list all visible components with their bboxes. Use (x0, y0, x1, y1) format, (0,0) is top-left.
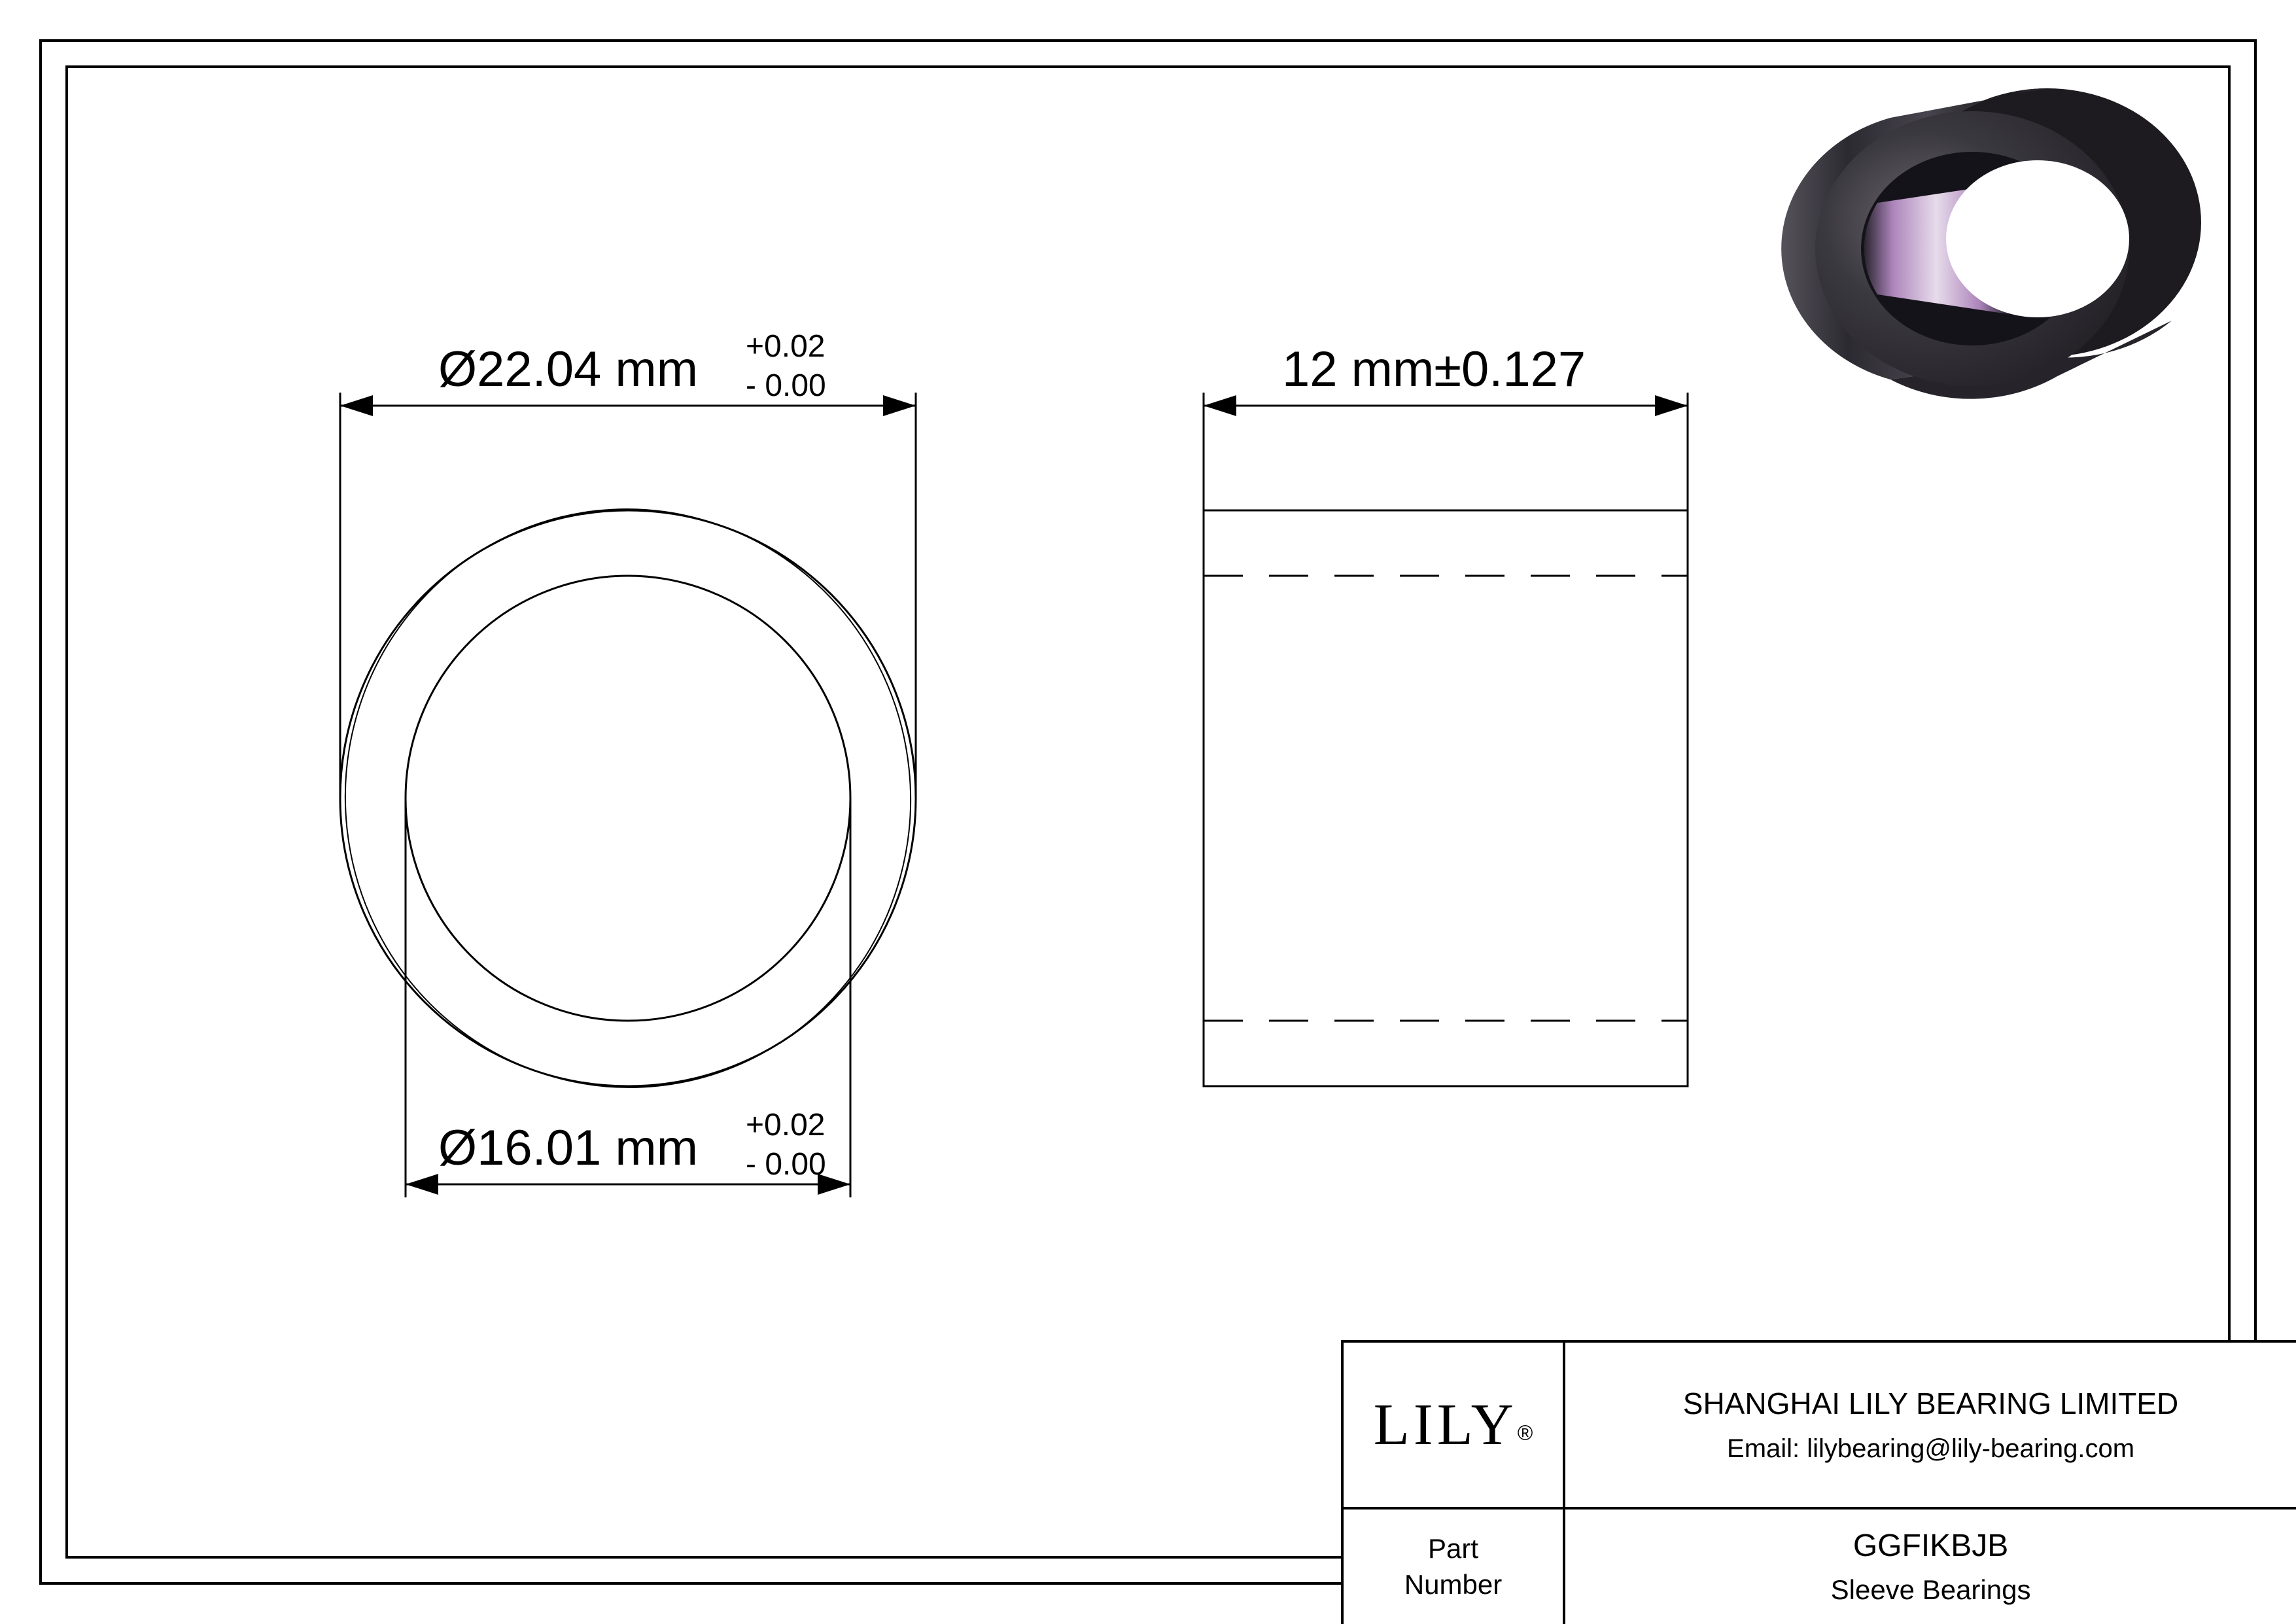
dim-inner-dia-tol-upper: +0.02 (746, 1108, 825, 1142)
dim-inner-dia-tol-lower: - 0.00 (746, 1147, 826, 1182)
page: Ø22.04 mm +0.02 - 0.00 Ø16.01 mm +0.02 -… (0, 0, 2296, 1624)
logo-text: LILY (1374, 1392, 1518, 1457)
dim-length: 12 mm±0.127 (1204, 342, 1688, 510)
dim-outer-dia-tol-lower: - 0.00 (746, 368, 826, 403)
dim-inner-dia-label: Ø16.01 mm (438, 1120, 698, 1176)
dim-outer-dia: Ø22.04 mm +0.02 - 0.00 (340, 329, 916, 798)
dim-outer-dia-tol-upper: +0.02 (746, 329, 825, 364)
part-number: GGFIKBJB (1853, 1528, 2008, 1564)
front-view (317, 481, 939, 1115)
dim-length-label: 12 mm±0.127 (1282, 342, 1586, 397)
iso-render (1781, 88, 2201, 399)
reg-mark: ® (1518, 1421, 1533, 1445)
titleblock: LILY® SHANGHAI LILY BEARING LIMITED Emai… (1341, 1340, 2296, 1624)
part-description: Sleeve Bearings (1831, 1574, 2031, 1606)
company-name: SHANGHAI LILY BEARING LIMITED (1683, 1386, 2179, 1421)
dim-outer-dia-label: Ø22.04 mm (438, 342, 698, 397)
company-email: Email: lilybearing@lily-bearing.com (1727, 1434, 2134, 1464)
dim-inner-dia: Ø16.01 mm +0.02 - 0.00 (406, 798, 850, 1197)
side-view (1204, 510, 1688, 1086)
part-label-line2: Number (1404, 1567, 1502, 1603)
logo: LILY® (1374, 1391, 1533, 1458)
part-label-line1: Part (1428, 1531, 1478, 1567)
